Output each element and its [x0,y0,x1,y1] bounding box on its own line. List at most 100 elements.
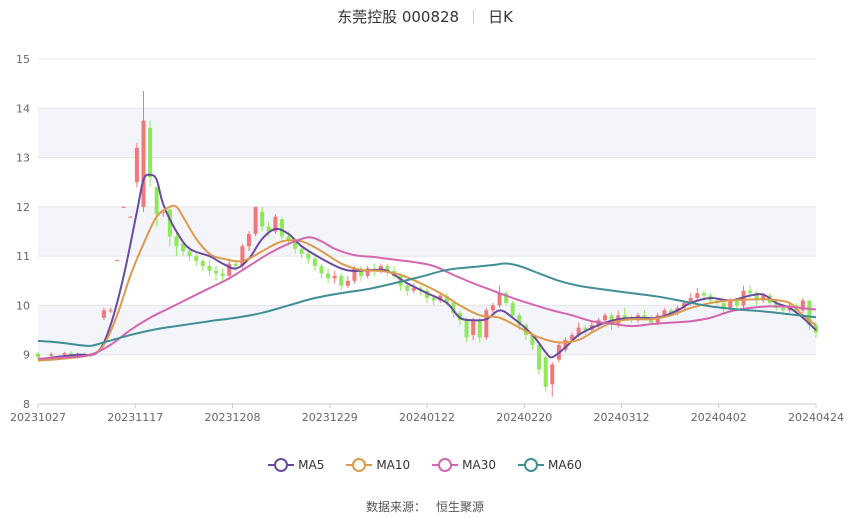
x-tick-label: 20231117 [107,411,163,424]
source-label: 数据来源： [365,500,426,514]
legend-item-ma30[interactable]: MA30 [432,458,496,472]
data-source: 数据来源： 恒生聚源 [0,498,850,515]
candle-body [220,273,225,276]
candle-body [266,226,271,232]
source-value: 恒生聚源 [436,500,485,514]
candle-body [576,327,581,335]
candle-body [273,216,278,232]
grid-band [38,108,816,158]
candle-body [101,310,106,318]
legend-label-ma60: MA60 [548,458,582,472]
y-tick-label: 12 [16,201,30,214]
candle-body [378,266,383,271]
candle-body [748,290,753,294]
candle-body [161,211,166,213]
candle-body [187,251,192,257]
x-tick-label: 20231229 [302,411,358,424]
candle-body [688,298,693,303]
candle-body [728,300,733,308]
candle-body [497,293,502,306]
candle-body [214,270,219,274]
candle-body [425,290,429,299]
ma-line-ma60 [37,262,817,347]
chart-title: 东莞控股 000828 日K [0,6,850,27]
candle-body [148,128,153,178]
candle-body [279,219,284,237]
legend-item-ma10[interactable]: MA10 [346,458,410,472]
candle-body [240,246,245,266]
candle-body [411,288,416,291]
candle-body [207,266,212,271]
candle-body [754,293,759,301]
candle-body [537,344,542,370]
candle-body [121,206,126,208]
legend-swatch-ma60 [518,458,545,472]
y-tick-label: 10 [16,299,30,312]
candle-body [504,293,509,303]
x-tick-label: 20240312 [594,411,650,424]
candle-body [115,260,120,262]
title-divider [473,10,475,24]
period-label[interactable]: 日K [488,8,513,26]
legend-label-ma30: MA30 [462,458,497,472]
legend-swatch-ma5 [268,458,295,472]
candle-body [260,211,265,227]
y-tick-label: 9 [23,349,30,362]
candle-body [530,335,535,345]
candle-body [293,241,298,249]
candle-body [517,315,522,326]
candle-body [477,320,482,338]
candle-body [800,300,805,311]
candle-body [326,273,331,279]
candle-body [734,300,739,306]
candle-body [721,302,726,308]
candle-body [642,315,647,318]
candle-body [464,320,469,338]
candle-body [167,209,172,237]
candle-body [563,339,568,350]
y-tick-label: 15 [16,53,30,66]
candle-body [352,268,357,281]
y-tick-label: 11 [16,250,30,263]
ma-line-ma10 [37,204,817,362]
candle-body [431,298,436,301]
candle-body [233,263,238,266]
candle-body [181,243,186,252]
candle-body [200,261,205,266]
candle-body [761,295,766,301]
legend-item-ma60[interactable]: MA60 [518,458,582,472]
candlestick-chart: 8 9 10 11 12 13 14 15 20231027 20231117 20231208 20… [10,53,844,424]
candle-body [510,302,515,316]
candle-body [550,364,555,385]
candle-body [108,310,113,312]
candle-body [603,315,608,321]
candle-body [154,187,159,215]
candle-body [359,268,364,276]
candle-body [332,275,337,279]
legend-swatch-ma10 [346,458,373,472]
candle-body [570,335,575,340]
legend-item-ma5[interactable]: MA5 [268,458,324,472]
candle-body [622,315,627,318]
candle-body [306,253,311,259]
candle-body [174,236,179,247]
candle-body [194,256,199,262]
candle-body [253,206,258,234]
x-tick-label: 20231208 [205,411,261,424]
candle-body [339,275,344,286]
legend: MA5 MA10 MA30 MA60 [0,458,850,472]
legend-swatch-ma30 [432,458,459,472]
candle-body [662,310,667,316]
candle-body [484,310,489,338]
candle-body [49,354,54,356]
candle-body [451,302,456,313]
candle-body [345,280,350,286]
x-tick-label: 20240122 [399,411,455,424]
candle-body [134,147,139,183]
candle-body [490,305,495,311]
legend-label-ma10: MA10 [376,458,411,472]
candle-body [583,327,588,331]
candle-body [365,268,370,276]
candle-body [385,266,390,271]
y-tick-label: 8 [23,398,30,411]
